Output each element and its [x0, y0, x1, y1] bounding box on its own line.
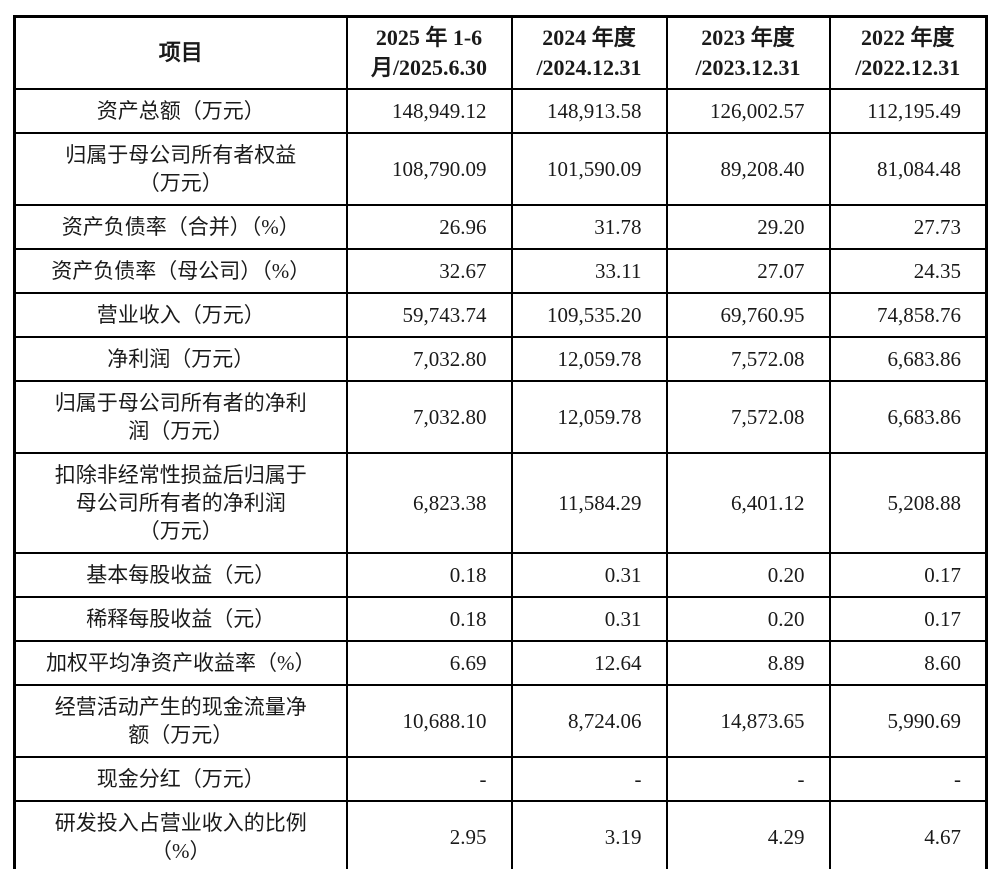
cell-value: 7,572.08 [665, 380, 831, 454]
financial-summary-table: 项目 2025 年 1-6 月/2025.6.30 2024 年度 /2024.1… [13, 15, 988, 869]
cell-value: 7,572.08 [665, 336, 831, 382]
table-row: 基本每股收益（元） 0.18 0.31 0.20 0.17 [13, 552, 988, 598]
cell-value: 101,590.09 [510, 132, 668, 206]
cell-value: 109,535.20 [510, 292, 668, 338]
header-row: 项目 2025 年 1-6 月/2025.6.30 2024 年度 /2024.1… [13, 15, 988, 90]
cell-value: 33.11 [510, 248, 668, 294]
column-header-period-0: 2025 年 1-6 月/2025.6.30 [345, 15, 513, 90]
row-label: 资产负债率（合并）（%） [13, 204, 348, 250]
cell-value: 24.35 [828, 248, 988, 294]
column-header-period-1: 2024 年度 /2024.12.31 [510, 15, 668, 90]
cell-value: 0.20 [665, 552, 831, 598]
cell-value: 7,032.80 [345, 380, 513, 454]
cell-value: 81,084.48 [828, 132, 988, 206]
cell-value: 0.17 [828, 596, 988, 642]
table-row: 现金分红（万元） - - - - [13, 756, 988, 802]
row-label: 归属于母公司所有者权益 （万元） [13, 132, 348, 206]
cell-value: 7,032.80 [345, 336, 513, 382]
column-header-period-3: 2022 年度 /2022.12.31 [828, 15, 988, 90]
cell-value: 12,059.78 [510, 336, 668, 382]
row-label: 归属于母公司所有者的净利 润（万元） [13, 380, 348, 454]
cell-value: 69,760.95 [665, 292, 831, 338]
cell-value: 2.95 [345, 800, 513, 869]
cell-value: 6,823.38 [345, 452, 513, 554]
row-label: 研发投入占营业收入的比例 （%） [13, 800, 348, 869]
cell-value: 0.31 [510, 552, 668, 598]
table-row: 资产总额（万元） 148,949.12 148,913.58 126,002.57 11… [13, 88, 988, 134]
cell-value: 32.67 [345, 248, 513, 294]
cell-value: 0.20 [665, 596, 831, 642]
table-row: 归属于母公司所有者权益 （万元） 108,790.09 101,590.09 89,2… [13, 132, 988, 206]
cell-value: 14,873.65 [665, 684, 831, 758]
cell-value: 31.78 [510, 204, 668, 250]
row-label: 稀释每股收益（元） [13, 596, 348, 642]
cell-value: 29.20 [665, 204, 831, 250]
cell-value: 3.19 [510, 800, 668, 869]
cell-value: 11,584.29 [510, 452, 668, 554]
cell-value: 148,913.58 [510, 88, 668, 134]
table-row: 营业收入（万元） 59,743.74 109,535.20 69,760.95 74,8… [13, 292, 988, 338]
table-row: 扣除非经常性损益后归属于 母公司所有者的净利润 （万元） 6,823.38 11,5… [13, 452, 988, 554]
cell-value: 148,949.12 [345, 88, 513, 134]
row-label: 资产总额（万元） [13, 88, 348, 134]
table-row: 资产负债率（母公司）（%） 32.67 33.11 27.07 24.35 [13, 248, 988, 294]
cell-value: - [665, 756, 831, 802]
row-label: 扣除非经常性损益后归属于 母公司所有者的净利润 （万元） [13, 452, 348, 554]
cell-value: 0.31 [510, 596, 668, 642]
cell-value: - [828, 756, 988, 802]
cell-value: - [510, 756, 668, 802]
cell-value: 0.17 [828, 552, 988, 598]
row-label: 加权平均净资产收益率（%） [13, 640, 348, 686]
cell-value: 112,195.49 [828, 88, 988, 134]
column-header-period-2: 2023 年度 /2023.12.31 [665, 15, 831, 90]
column-header-item: 项目 [13, 15, 348, 90]
cell-value: 8.60 [828, 640, 988, 686]
row-label: 现金分红（万元） [13, 756, 348, 802]
cell-value: 74,858.76 [828, 292, 988, 338]
cell-value: 126,002.57 [665, 88, 831, 134]
cell-value: 12.64 [510, 640, 668, 686]
cell-value: 0.18 [345, 552, 513, 598]
cell-value: 4.67 [828, 800, 988, 869]
row-label: 净利润（万元） [13, 336, 348, 382]
cell-value: 12,059.78 [510, 380, 668, 454]
cell-value: 4.29 [665, 800, 831, 869]
cell-value: 10,688.10 [345, 684, 513, 758]
row-label: 营业收入（万元） [13, 292, 348, 338]
cell-value: 27.73 [828, 204, 988, 250]
cell-value: 8,724.06 [510, 684, 668, 758]
table-row: 资产负债率（合并）（%） 26.96 31.78 29.20 27.73 [13, 204, 988, 250]
cell-value: 27.07 [665, 248, 831, 294]
row-label: 资产负债率（母公司）（%） [13, 248, 348, 294]
cell-value: 0.18 [345, 596, 513, 642]
cell-value: 59,743.74 [345, 292, 513, 338]
cell-value: 6,683.86 [828, 380, 988, 454]
cell-value: 6,401.12 [665, 452, 831, 554]
table-row: 研发投入占营业收入的比例 （%） 2.95 3.19 4.29 4.67 [13, 800, 988, 869]
table-row: 加权平均净资产收益率（%） 6.69 12.64 8.89 8.60 [13, 640, 988, 686]
cell-value: 6.69 [345, 640, 513, 686]
cell-value: 26.96 [345, 204, 513, 250]
row-label: 经营活动产生的现金流量净 额（万元） [13, 684, 348, 758]
cell-value: 6,683.86 [828, 336, 988, 382]
cell-value: 8.89 [665, 640, 831, 686]
table-row: 归属于母公司所有者的净利 润（万元） 7,032.80 12,059.78 7,572… [13, 380, 988, 454]
cell-value: 5,990.69 [828, 684, 988, 758]
row-label: 基本每股收益（元） [13, 552, 348, 598]
cell-value: - [345, 756, 513, 802]
cell-value: 108,790.09 [345, 132, 513, 206]
cell-value: 89,208.40 [665, 132, 831, 206]
table-row: 净利润（万元） 7,032.80 12,059.78 7,572.08 6,683.86 [13, 336, 988, 382]
cell-value: 5,208.88 [828, 452, 988, 554]
table-row: 稀释每股收益（元） 0.18 0.31 0.20 0.17 [13, 596, 988, 642]
table-row: 经营活动产生的现金流量净 额（万元） 10,688.10 8,724.06 14,87… [13, 684, 988, 758]
